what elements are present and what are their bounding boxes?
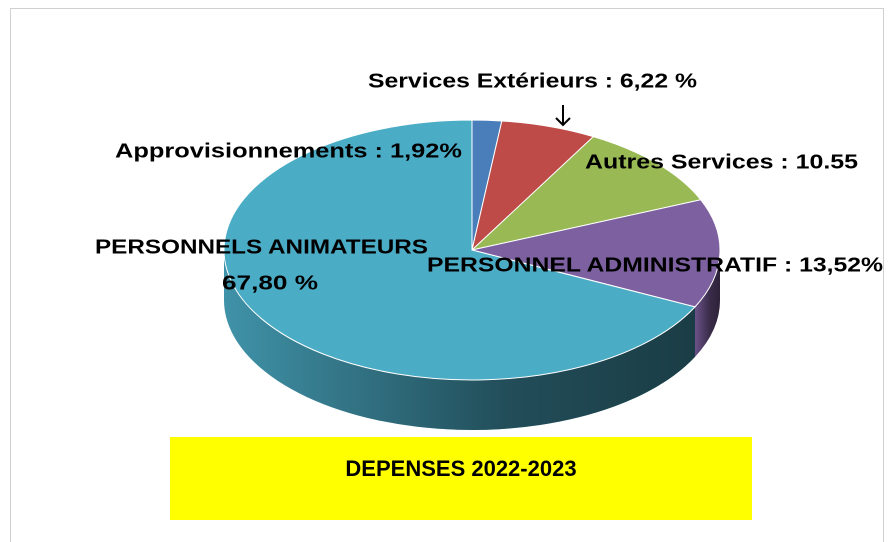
slice — [470, 136, 702, 251]
data-label: PERSONNEL ADMINISTRATIF : 13,52% — [427, 254, 883, 276]
data-label: PERSONNELS ANIMATEURS — [95, 236, 428, 258]
data-label: Services Extérieurs : 6,22 % — [368, 70, 697, 92]
slice-side-shade — [695, 250, 720, 357]
data-label: Approvisionnements : 1,92% — [115, 140, 462, 162]
chart-title: DEPENSES 2022-2023 — [345, 456, 576, 481]
data-label: Autres Services : 10.55 — [585, 151, 858, 173]
slice — [223, 119, 696, 381]
data-label: 67,80 % — [222, 272, 318, 294]
arrow — [555, 105, 571, 127]
chart-border — [10, 8, 884, 542]
pie — [223, 119, 721, 430]
slice — [471, 199, 721, 308]
title-box — [170, 437, 752, 520]
slice-side-shade — [224, 250, 696, 430]
